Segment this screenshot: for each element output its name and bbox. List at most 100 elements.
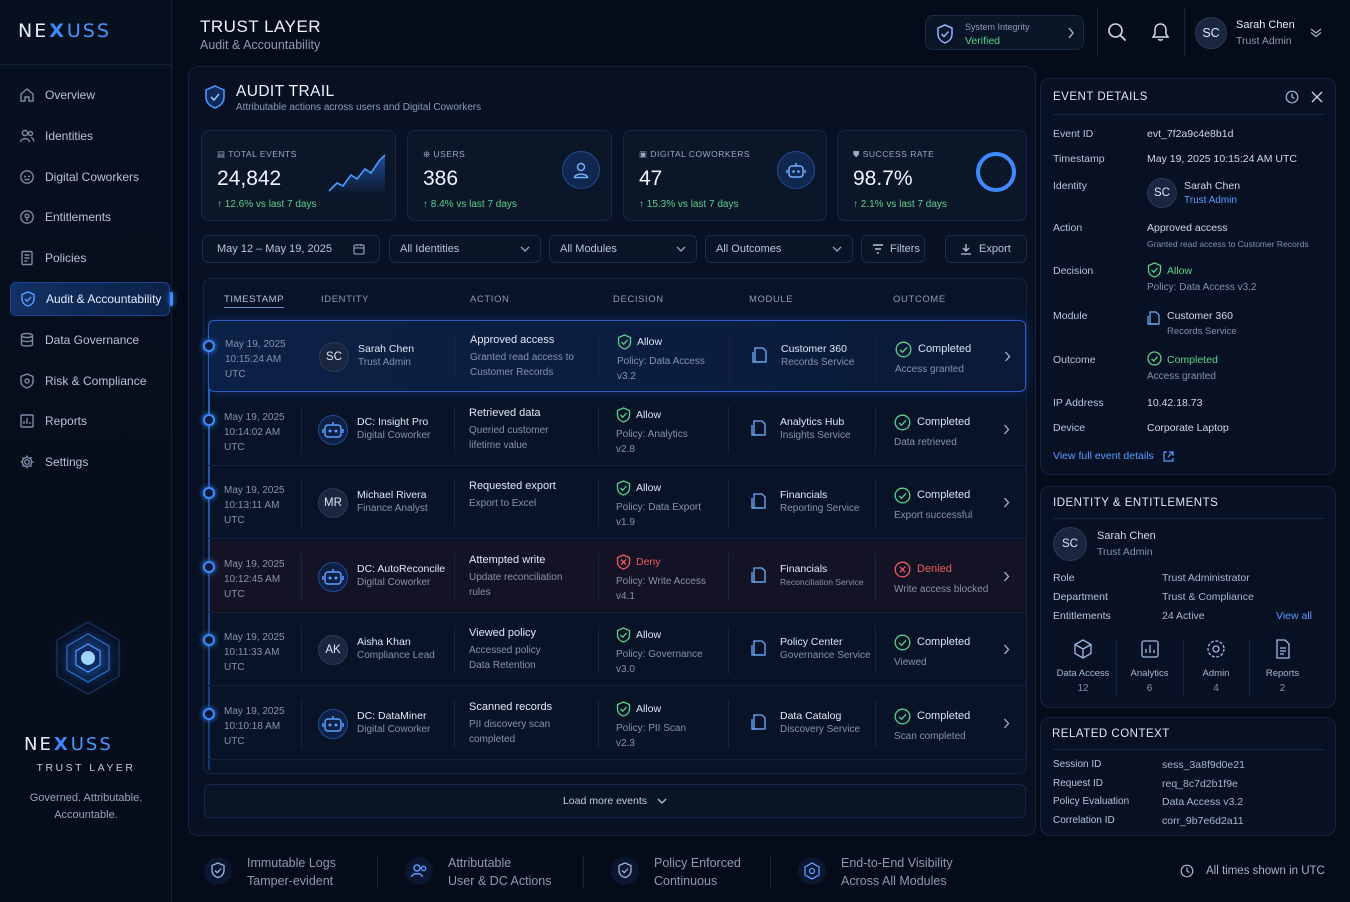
view-all-entitlements-link[interactable]: View all xyxy=(1276,610,1312,622)
tile-label: Reports xyxy=(1265,668,1300,679)
gear-icon xyxy=(19,454,35,470)
cell-divider xyxy=(728,405,729,454)
cell-divider xyxy=(598,405,599,454)
cell-divider xyxy=(728,479,729,527)
row-date: May 19, 2025 xyxy=(224,485,285,496)
logo-text-post: USS xyxy=(66,20,111,42)
table-row[interactable]: May 19, 2025 10:15:24 AM UTC SC Sarah Ch… xyxy=(208,320,1026,392)
related-context-title: RELATED CONTEXT xyxy=(1052,728,1170,740)
table-row[interactable]: May 19, 2025 10:13:11 AM UTC MR Michael … xyxy=(208,467,1026,539)
event-outcome-value: Completed xyxy=(1167,354,1218,366)
bottom-logo-x: X xyxy=(53,734,70,755)
clock-icon[interactable] xyxy=(1285,90,1299,104)
sidebar-item-audit-accountability[interactable]: Audit & Accountability xyxy=(10,282,170,316)
sidebar-item-identities[interactable]: Identities xyxy=(10,119,170,153)
row-outcome-detail: Scan completed xyxy=(894,730,966,742)
row-action-title: Viewed policy xyxy=(469,627,537,639)
row-action-detail-1: Queried customer xyxy=(469,424,549,436)
entitlement-tile[interactable]: Data Access 12 xyxy=(1050,636,1116,702)
row-action-detail-2: Customer Records xyxy=(470,367,554,378)
row-time: 10:12:45 AM xyxy=(224,573,281,585)
bot-icon xyxy=(777,151,815,189)
module-icon xyxy=(750,492,768,510)
bell-icon[interactable] xyxy=(1151,22,1170,42)
audit-subtitle: Attributable actions across users and Di… xyxy=(236,102,482,113)
context-key: Session ID xyxy=(1053,759,1102,770)
sidebar-item-label: Entitlements xyxy=(45,210,112,225)
sidebar-item-digital-coworkers[interactable]: Digital Coworkers xyxy=(10,160,170,194)
entitlement-tile[interactable]: Analytics 6 xyxy=(1117,636,1183,702)
sidebar-item-risk-compliance[interactable]: Risk & Compliance xyxy=(10,364,170,398)
close-icon[interactable] xyxy=(1311,91,1323,103)
user-menu-chevron-icon[interactable] xyxy=(1310,27,1322,37)
th-outcome[interactable]: OUTCOME xyxy=(893,294,946,305)
date-range-picker[interactable]: May 12 – May 19, 2025 xyxy=(202,235,380,263)
tile-label: Analytics xyxy=(1130,668,1169,679)
row-identity-avatar: MR xyxy=(318,488,348,518)
chevron-right-icon[interactable] xyxy=(1003,424,1010,435)
entitlement-tile[interactable]: Admin 4 xyxy=(1183,636,1249,702)
timeline-dot xyxy=(203,340,215,352)
load-more-button[interactable]: Load more events xyxy=(204,784,1026,818)
timeline-dot xyxy=(203,634,215,646)
row-time: 10:11:33 AM xyxy=(224,647,280,658)
sidebar-item-policies[interactable]: Policies xyxy=(10,241,170,275)
chevron-right-icon[interactable] xyxy=(1003,644,1010,655)
search-icon[interactable] xyxy=(1107,22,1127,42)
entitlement-tile[interactable]: Reports 2 xyxy=(1250,636,1316,702)
row-action-detail-1: PII discovery scan xyxy=(469,718,551,730)
row-identity-name: DC: AutoReconcile xyxy=(357,562,446,575)
event-action-value: Approved access xyxy=(1147,222,1228,234)
identities-select[interactable]: All Identities xyxy=(389,235,541,263)
ent-dept-value: Trust & Compliance xyxy=(1162,591,1254,603)
th-module[interactable]: MODULE xyxy=(749,294,794,305)
user-name[interactable]: Sarah Chen xyxy=(1236,19,1295,31)
user-avatar[interactable]: SC xyxy=(1195,17,1227,49)
sidebar-item-settings[interactable]: Settings xyxy=(10,445,170,479)
sidebar-item-reports[interactable]: Reports xyxy=(10,404,170,438)
chevron-right-icon[interactable] xyxy=(1004,351,1011,362)
view-full-event-link[interactable]: View full event details xyxy=(1053,450,1174,462)
sidebar-item-overview[interactable]: Overview xyxy=(10,78,170,112)
th-timestamp[interactable]: TIMESTAMP xyxy=(224,294,285,308)
table-row[interactable]: May 19, 2025 10:10:18 AM UTC DC: DataMin… xyxy=(208,688,1026,760)
identities-select-value: All Identities xyxy=(400,243,460,255)
sidebar-item-entitlements[interactable]: Entitlements xyxy=(10,200,170,234)
brand-logo[interactable]: NE X USS xyxy=(18,20,111,42)
cell-divider xyxy=(875,699,876,748)
outcomes-select[interactable]: All Outcomes xyxy=(705,235,853,263)
event-identity-role[interactable]: Trust Admin xyxy=(1184,195,1237,206)
row-outcome-detail: Write access blocked xyxy=(894,583,989,595)
export-button-label: Export xyxy=(979,243,1011,255)
th-decision[interactable]: DECISION xyxy=(613,294,664,305)
table-row[interactable]: May 19, 2025 10:12:45 AM UTC DC: AutoRec… xyxy=(208,540,1026,613)
row-action: Approved access Granted read access to C… xyxy=(470,334,574,380)
entitlements-role-label: Trust Admin xyxy=(1097,546,1153,558)
row-identity-avatar xyxy=(318,561,348,592)
stat-value: 386 xyxy=(423,167,459,190)
bot-avatar-icon xyxy=(318,561,348,592)
table-row[interactable]: May 19, 2025 10:11:33 AM UTC AK Aisha Kh… xyxy=(208,614,1026,686)
row-identity-role: Digital Coworker xyxy=(357,429,431,441)
chevron-right-icon[interactable] xyxy=(1003,571,1010,582)
th-action[interactable]: ACTION xyxy=(470,294,510,305)
export-button[interactable]: Export xyxy=(945,235,1027,263)
utc-note: All times shown in UTC xyxy=(1206,865,1325,877)
table-row[interactable]: May 19, 2025 10:14:02 AM UTC DC: Insight… xyxy=(208,394,1026,466)
row-identity-avatar: AK xyxy=(318,635,348,665)
chevron-right-icon[interactable] xyxy=(1003,497,1010,508)
admin-icon xyxy=(1183,638,1249,660)
row-action: Attempted write Update reconciliation ru… xyxy=(469,554,562,600)
header-divider-2 xyxy=(1184,8,1185,56)
allow-shield-icon xyxy=(617,334,632,350)
modules-select[interactable]: All Modules xyxy=(549,235,697,263)
chevron-right-icon[interactable] xyxy=(1003,718,1010,729)
tile-divider xyxy=(1249,640,1250,696)
row-policy-version: v2.3 xyxy=(616,737,635,749)
sidebar-item-data-governance[interactable]: Data Governance xyxy=(10,323,170,357)
th-identity[interactable]: IDENTITY xyxy=(321,294,370,305)
user-icon xyxy=(562,151,600,189)
system-integrity-badge[interactable]: System Integrity Verified xyxy=(925,15,1084,50)
filters-button[interactable]: Filters xyxy=(861,235,925,263)
stat-delta: ↑ 8.4% vs last 7 days xyxy=(423,199,517,210)
